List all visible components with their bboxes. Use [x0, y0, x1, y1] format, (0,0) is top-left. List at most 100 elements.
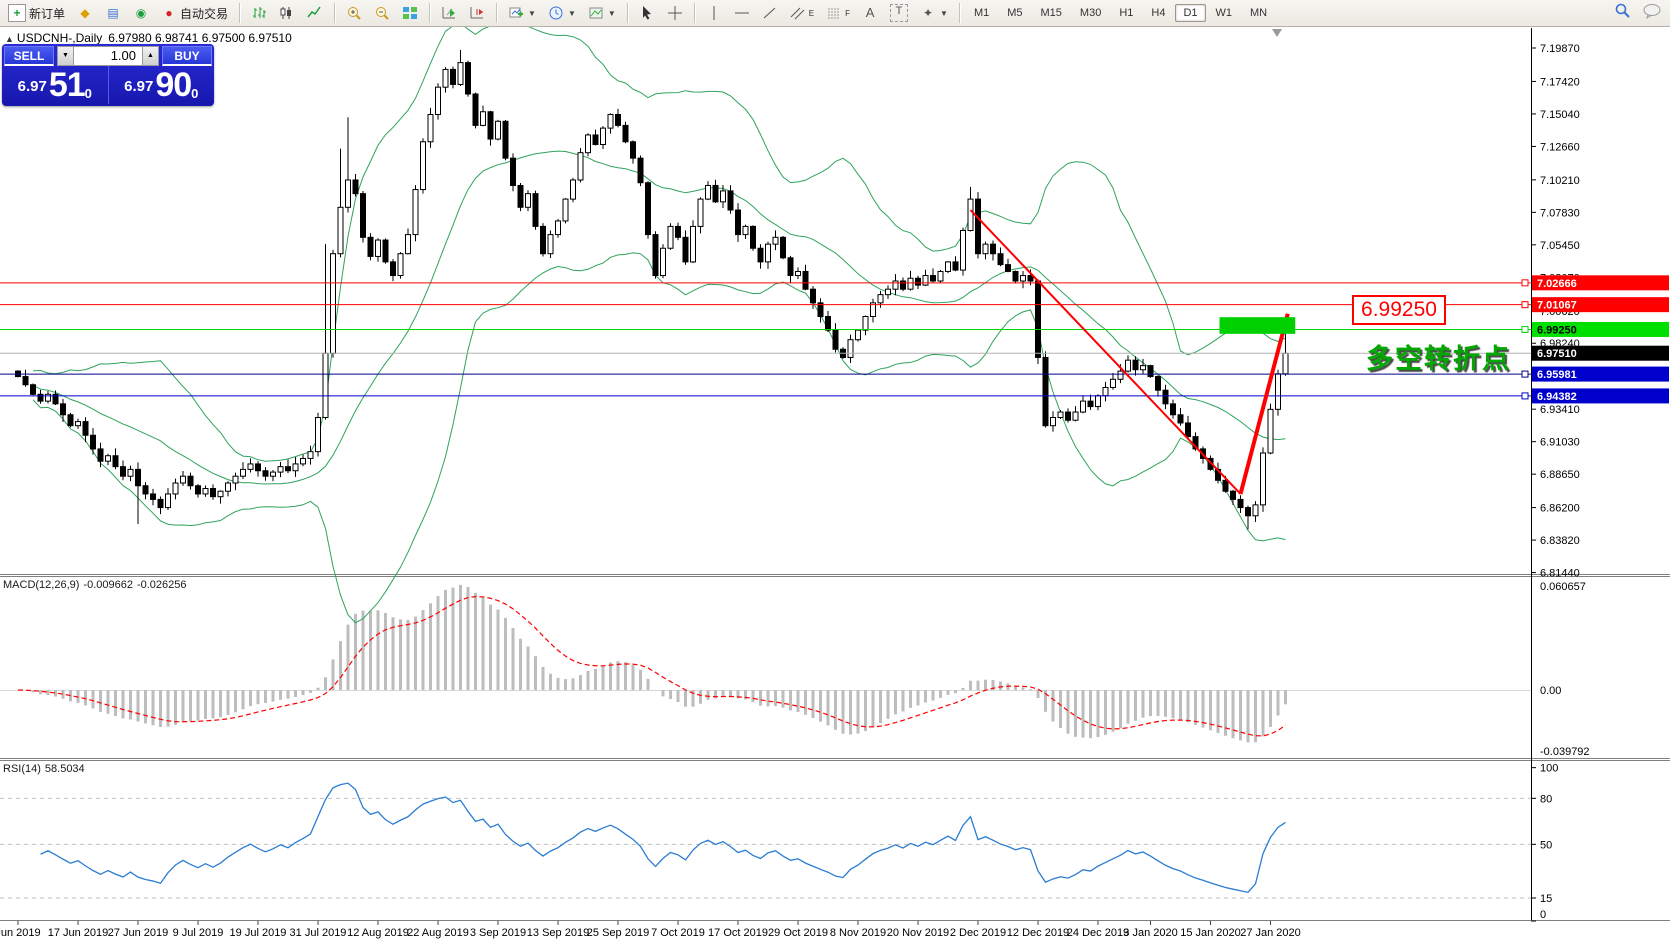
candle-body	[202, 487, 209, 495]
candle-body	[1087, 400, 1094, 408]
sell-price-big: 51	[48, 66, 86, 104]
hline-tool-button[interactable]	[729, 1, 755, 25]
indicators-button[interactable]	[436, 1, 462, 25]
trendline-tool-button[interactable]	[757, 1, 783, 25]
candle-body	[195, 485, 201, 495]
level-end-marker[interactable]	[1521, 279, 1529, 287]
candle-body	[360, 193, 366, 238]
trend-note-text[interactable]: 多空转折点	[1366, 344, 1511, 374]
candle-body	[757, 247, 764, 263]
tile-windows-button[interactable]	[397, 1, 423, 25]
volume-stepper-down[interactable]: ▼	[57, 46, 74, 66]
toolbar-separator	[429, 3, 431, 23]
channel-tool-button[interactable]: E	[785, 1, 819, 25]
candle-body	[832, 329, 839, 350]
candle-body	[480, 111, 486, 126]
clock-icon	[549, 6, 563, 20]
timeframe-m5[interactable]: M5	[1007, 7, 1023, 19]
signals-button[interactable]: ◉	[128, 1, 154, 25]
level-end-marker[interactable]	[1521, 370, 1529, 378]
timeframe-w1[interactable]: W1	[1215, 7, 1233, 19]
green-zone-rectangle[interactable]	[1219, 317, 1296, 334]
timeframe-h4[interactable]: H4	[1151, 7, 1166, 19]
candle-body	[435, 86, 441, 115]
candle-body	[135, 468, 141, 487]
buy-price-head: 6.97	[124, 78, 154, 95]
level-end-marker[interactable]	[1521, 325, 1529, 333]
chart-shift-marker[interactable]	[1272, 29, 1282, 37]
date-axis-label: 2 Dec 2019	[950, 927, 1006, 939]
sell-price-sup: 0	[84, 86, 92, 101]
candle-body	[810, 288, 816, 304]
candle-body	[172, 482, 179, 495]
line-chart-button[interactable]	[302, 1, 328, 25]
gold-button[interactable]: ◆	[72, 1, 98, 25]
rsi-indicator-label: RSI(14) 58.5034	[3, 763, 89, 775]
indicator-list-icon	[442, 7, 456, 19]
level-end-marker[interactable]	[1521, 392, 1529, 400]
date-axis-label: 12 Dec 2019	[1007, 927, 1069, 939]
template-dropdown[interactable]: ▼	[583, 1, 621, 25]
price-callout-label[interactable]: 6.99250	[1352, 295, 1446, 325]
candle-body	[127, 468, 134, 477]
candle-body	[82, 421, 89, 436]
volume-input[interactable]: 1.00	[74, 46, 142, 66]
toolbar-separator	[626, 3, 628, 23]
candle-body	[652, 234, 659, 277]
new-order-button[interactable]: + 新订单	[3, 1, 70, 25]
buy-button[interactable]: BUY	[162, 46, 212, 66]
crosshair-tool-button[interactable]	[662, 1, 688, 25]
timeframe-h1[interactable]: H1	[1119, 7, 1134, 19]
timeframe-m30[interactable]: M30	[1079, 7, 1102, 19]
chart-shift-button[interactable]	[464, 1, 490, 25]
timeframe-d1[interactable]: D1	[1175, 4, 1206, 22]
timeframe-m1[interactable]: M1	[973, 7, 990, 19]
candle-body	[697, 198, 704, 227]
ohlc-values: 6.97980 6.98741 6.97500 6.97510	[108, 31, 292, 45]
candle-body	[787, 257, 794, 277]
fibonacci-tool-button[interactable]: F	[821, 1, 855, 25]
label-tool-button[interactable]: T	[885, 1, 913, 25]
candle-body	[300, 457, 306, 465]
level-end-marker[interactable]	[1521, 301, 1529, 309]
sell-price[interactable]: 6.97 51 0	[2, 66, 109, 104]
sell-button[interactable]: SELL	[4, 46, 54, 66]
bollinger-lower-band	[32, 252, 1286, 624]
rsi-axis-label: 50	[1540, 839, 1552, 851]
arrows-tool-dropdown[interactable]: ✦ ▼	[915, 1, 953, 25]
candle-body	[262, 470, 269, 477]
trendline-1[interactable]	[969, 209, 1242, 495]
date-axis-label: 19 Jul 2019	[230, 927, 287, 939]
auto-trading-button[interactable]: ● 自动交易	[156, 1, 233, 25]
candle-body	[817, 302, 824, 317]
trendline-2[interactable]	[1238, 313, 1290, 495]
volume-stepper-up[interactable]: ▲	[142, 46, 159, 66]
date-axis-label: 17 Jun 2019	[48, 927, 109, 939]
chat-icon[interactable]	[1642, 3, 1662, 19]
candle-body	[930, 275, 936, 282]
arrows-tool-icon: ✦	[923, 6, 934, 20]
candle-body	[997, 253, 1004, 266]
bar-chart-button[interactable]	[246, 1, 272, 25]
zoom-in-button[interactable]	[341, 1, 367, 25]
terminal-button[interactable]: ▤	[100, 1, 126, 25]
text-tool-button[interactable]: A	[857, 1, 883, 25]
candle-body	[180, 475, 186, 484]
vline-tool-button[interactable]	[701, 1, 727, 25]
buy-price[interactable]: 6.97 90 0	[109, 66, 215, 104]
cursor-tool-button[interactable]	[634, 1, 660, 25]
timeframe-mn[interactable]: MN	[1250, 7, 1268, 19]
candle-body	[1245, 507, 1251, 517]
timeframe-m15[interactable]: M15	[1040, 7, 1062, 19]
rsi-axis-label: 80	[1540, 793, 1552, 805]
candle-body	[240, 468, 246, 477]
zoom-out-button[interactable]	[369, 1, 395, 25]
candle-body	[510, 157, 516, 186]
search-icon[interactable]	[1614, 2, 1632, 20]
candle-body	[1267, 408, 1274, 454]
candle-body	[1042, 356, 1049, 427]
new-chart-dropdown[interactable]: ▼	[503, 1, 541, 25]
period-dropdown[interactable]: ▼	[543, 1, 581, 25]
candlestick-button[interactable]	[274, 1, 300, 25]
